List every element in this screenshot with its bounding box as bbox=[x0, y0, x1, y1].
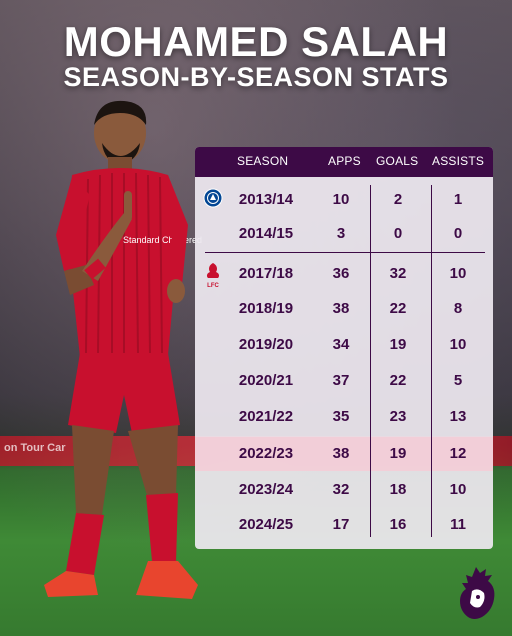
row-apps: 32 bbox=[332, 481, 350, 498]
row-assists: 1 bbox=[453, 191, 463, 208]
table-row: 2021/22 35 23 13 bbox=[195, 400, 493, 434]
row-season: 2020/21 bbox=[238, 372, 294, 389]
row-goals: 19 bbox=[389, 445, 407, 462]
row-assists: 10 bbox=[449, 481, 467, 498]
row-apps: 37 bbox=[332, 372, 350, 389]
row-season: 2022/23 bbox=[238, 445, 294, 462]
header-season: SEASON bbox=[237, 154, 289, 168]
row-season: 2014/15 bbox=[238, 225, 294, 242]
table-row: 2014/15 3 0 0 bbox=[195, 217, 493, 251]
row-assists: 13 bbox=[449, 408, 467, 425]
table-header: SEASON APPS GOALS ASSISTS bbox=[195, 147, 493, 177]
row-goals: 19 bbox=[389, 336, 407, 353]
table-row: 2020/21 37 22 5 bbox=[195, 364, 493, 398]
row-season: 2021/22 bbox=[238, 408, 294, 425]
row-assists: 10 bbox=[449, 336, 467, 353]
row-assists: 5 bbox=[453, 372, 463, 389]
row-assists: 0 bbox=[453, 225, 463, 242]
club-divider bbox=[205, 252, 485, 253]
column-divider bbox=[431, 185, 432, 537]
row-season: 2019/20 bbox=[238, 336, 294, 353]
row-assists: 10 bbox=[449, 265, 467, 282]
row-apps: 3 bbox=[336, 225, 346, 242]
row-goals: 23 bbox=[389, 408, 407, 425]
jersey-sponsor: Standard Chartered bbox=[123, 235, 202, 245]
premier-league-lion-icon bbox=[460, 567, 495, 619]
row-apps: 10 bbox=[332, 191, 350, 208]
headline-title: MOHAMED SALAH bbox=[63, 18, 449, 65]
row-season: 2024/25 bbox=[238, 516, 294, 533]
liverpool-crest-label: LFC bbox=[207, 283, 219, 289]
table-row-highlighted: 2022/23 38 19 12 bbox=[195, 437, 493, 471]
table-row: 2018/19 38 22 8 bbox=[195, 292, 493, 326]
table-row: 2023/24 32 18 10 bbox=[195, 473, 493, 507]
row-apps: 34 bbox=[332, 336, 350, 353]
stats-table: SEASON APPS GOALS ASSISTS 2013/14 10 2 1… bbox=[195, 147, 493, 549]
row-apps: 38 bbox=[332, 300, 350, 317]
advertising-board-text: on Tour Car bbox=[4, 442, 66, 454]
row-goals: 18 bbox=[389, 481, 407, 498]
row-goals: 22 bbox=[389, 300, 407, 317]
table-row: 2024/25 17 16 11 bbox=[195, 508, 493, 542]
header-goals: GOALS bbox=[376, 154, 419, 168]
header-apps: APPS bbox=[328, 154, 361, 168]
row-season: 2018/19 bbox=[238, 300, 294, 317]
liverpool-crest-icon: LFC bbox=[206, 263, 219, 289]
row-season: 2023/24 bbox=[238, 481, 294, 498]
row-goals: 2 bbox=[393, 191, 403, 208]
header-assists: ASSISTS bbox=[432, 154, 485, 168]
row-assists: 12 bbox=[449, 445, 467, 462]
table-row: 2019/20 34 19 10 bbox=[195, 328, 493, 362]
row-goals: 32 bbox=[389, 265, 407, 282]
table-row: 2013/14 10 2 1 bbox=[195, 183, 493, 217]
row-goals: 16 bbox=[389, 516, 407, 533]
headline-subtitle: SEASON-BY-SEASON STATS bbox=[63, 62, 449, 92]
column-divider bbox=[370, 185, 371, 537]
row-apps: 17 bbox=[332, 516, 350, 533]
player-image: Standard Chartered bbox=[44, 100, 202, 599]
row-apps: 35 bbox=[332, 408, 350, 425]
row-assists: 8 bbox=[453, 300, 463, 317]
row-goals: 0 bbox=[393, 225, 403, 242]
row-assists: 11 bbox=[450, 516, 466, 533]
row-season: 2017/18 bbox=[238, 265, 294, 282]
row-apps: 38 bbox=[332, 445, 350, 462]
table-row: 2017/18 36 32 10 bbox=[195, 257, 493, 291]
row-season: 2013/14 bbox=[238, 191, 294, 208]
row-goals: 22 bbox=[389, 372, 407, 389]
chelsea-crest-icon bbox=[203, 188, 223, 208]
row-apps: 36 bbox=[332, 265, 350, 282]
